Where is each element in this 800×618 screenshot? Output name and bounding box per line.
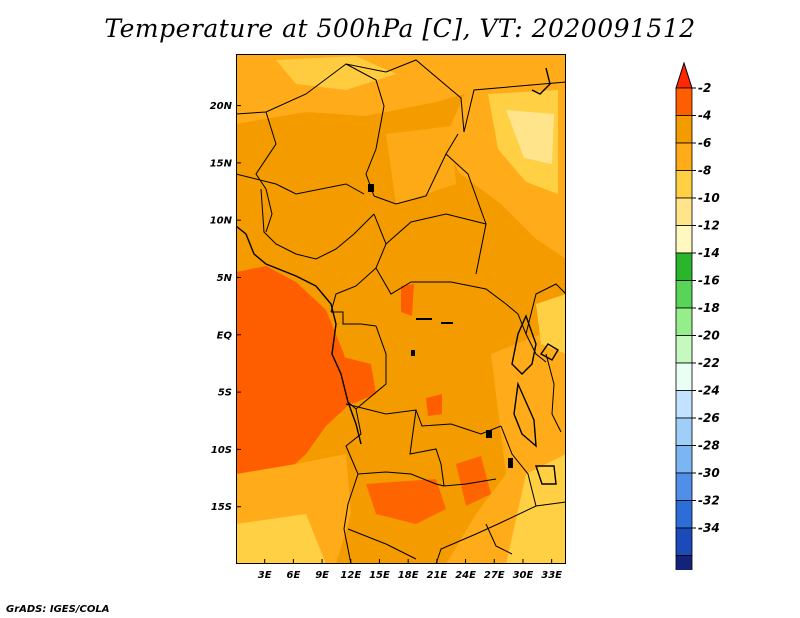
colorbar-label: -28	[698, 439, 720, 453]
colorbar-swatch	[675, 307, 693, 336]
lon-tick-label: 24E	[455, 570, 476, 581]
colorbar-swatch	[675, 225, 693, 254]
lon-ticks	[264, 559, 553, 564]
colorbar-top-arrow	[675, 61, 693, 89]
lon-tick-label: 18E	[398, 570, 419, 581]
colorbar-label: -6	[698, 136, 711, 150]
lon-tick-label: 21E	[426, 570, 447, 581]
lon-tick-label: 27E	[484, 570, 505, 581]
lat-tick-label: 10N	[210, 216, 233, 227]
colorbar-label: -18	[698, 301, 720, 315]
colorbar-label: -4	[698, 109, 711, 123]
lat-tick-label: 15N	[210, 158, 233, 169]
field-cam-warm	[401, 284, 414, 316]
field-central-8	[386, 126, 456, 204]
lon-tick-label: 33E	[541, 570, 562, 581]
colorbar-label: -20	[698, 329, 720, 343]
colorbar-swatch	[675, 252, 693, 281]
field-south-warm2	[456, 456, 491, 506]
lon-tick-label: 3E	[258, 570, 272, 581]
colorbar-swatch	[675, 170, 693, 199]
field-se-10	[506, 454, 566, 564]
lat-tick-label: 5N	[217, 273, 233, 284]
colorbar-label: -24	[698, 384, 720, 398]
colorbar-label: -12	[698, 219, 720, 233]
colorbar: -2 -4 -6 -8 -10 -12 -14 -16 -18 -20 -22 -24 -26 -28 -3…	[675, 61, 720, 570]
colorbar-label: -16	[698, 274, 720, 288]
field-central-warm	[426, 394, 442, 416]
coastline	[236, 67, 559, 485]
colorbar-label: -14	[698, 246, 720, 260]
colorbar-label: -34	[698, 521, 720, 535]
country-borders	[236, 59, 566, 564]
grads-credit: GrADS: IGES/COLA	[6, 604, 110, 615]
lon-tick-label: 12E	[340, 570, 361, 581]
lat-ticks	[236, 105, 241, 508]
lat-tick-label: 10S	[211, 445, 232, 456]
map-frame	[236, 54, 566, 564]
lon-tick-label: 30E	[513, 570, 534, 581]
colorbar-label: -32	[698, 494, 720, 508]
colorbar-label: -2	[698, 81, 711, 95]
lat-tick-label: 20N	[210, 101, 233, 112]
colorbar-swatch	[675, 417, 693, 446]
colorbar-swatch	[675, 142, 693, 171]
field-south-warm1	[366, 479, 446, 524]
temperature-map	[236, 54, 566, 564]
colorbar-swatch	[675, 197, 693, 226]
lon-tick-label: 6E	[286, 570, 300, 581]
colorbar-swatch	[675, 527, 693, 556]
lakes	[368, 184, 513, 468]
colorbar-swatch	[675, 335, 693, 364]
colorbar-swatch	[675, 362, 693, 391]
lon-tick-label: 15E	[369, 570, 390, 581]
colorbar-swatch	[675, 280, 693, 309]
colorbar-label: -30	[698, 466, 720, 480]
colorbar-swatch	[675, 390, 693, 419]
chart-title: Temperature at 500hPa [C], VT: 202009151…	[104, 14, 696, 43]
field-gabon-warm	[331, 354, 376, 404]
colorbar-label: -26	[698, 411, 720, 425]
colorbar-label: -22	[698, 356, 720, 370]
colorbar-swatch	[675, 87, 693, 116]
colorbar-label: -10	[698, 191, 720, 205]
colorbar-swatch	[675, 115, 693, 144]
lat-tick-label: 5S	[218, 388, 232, 399]
field-north-patch	[276, 56, 396, 90]
colorbar-swatch	[675, 472, 693, 501]
field-ne-pale	[506, 110, 554, 164]
field-sw-10	[236, 514, 326, 564]
lat-tick-label: 15S	[211, 502, 232, 513]
colorbar-swatch	[675, 445, 693, 474]
colorbar-label: -8	[698, 164, 711, 178]
field-west-warm	[236, 266, 354, 479]
field-east-10	[536, 294, 566, 354]
colorbar-swatch	[675, 555, 693, 570]
lat-tick-label: EQ	[217, 330, 233, 341]
temperature-field	[236, 54, 566, 564]
colorbar-swatch	[675, 500, 693, 529]
lon-tick-label: 9E	[315, 570, 329, 581]
